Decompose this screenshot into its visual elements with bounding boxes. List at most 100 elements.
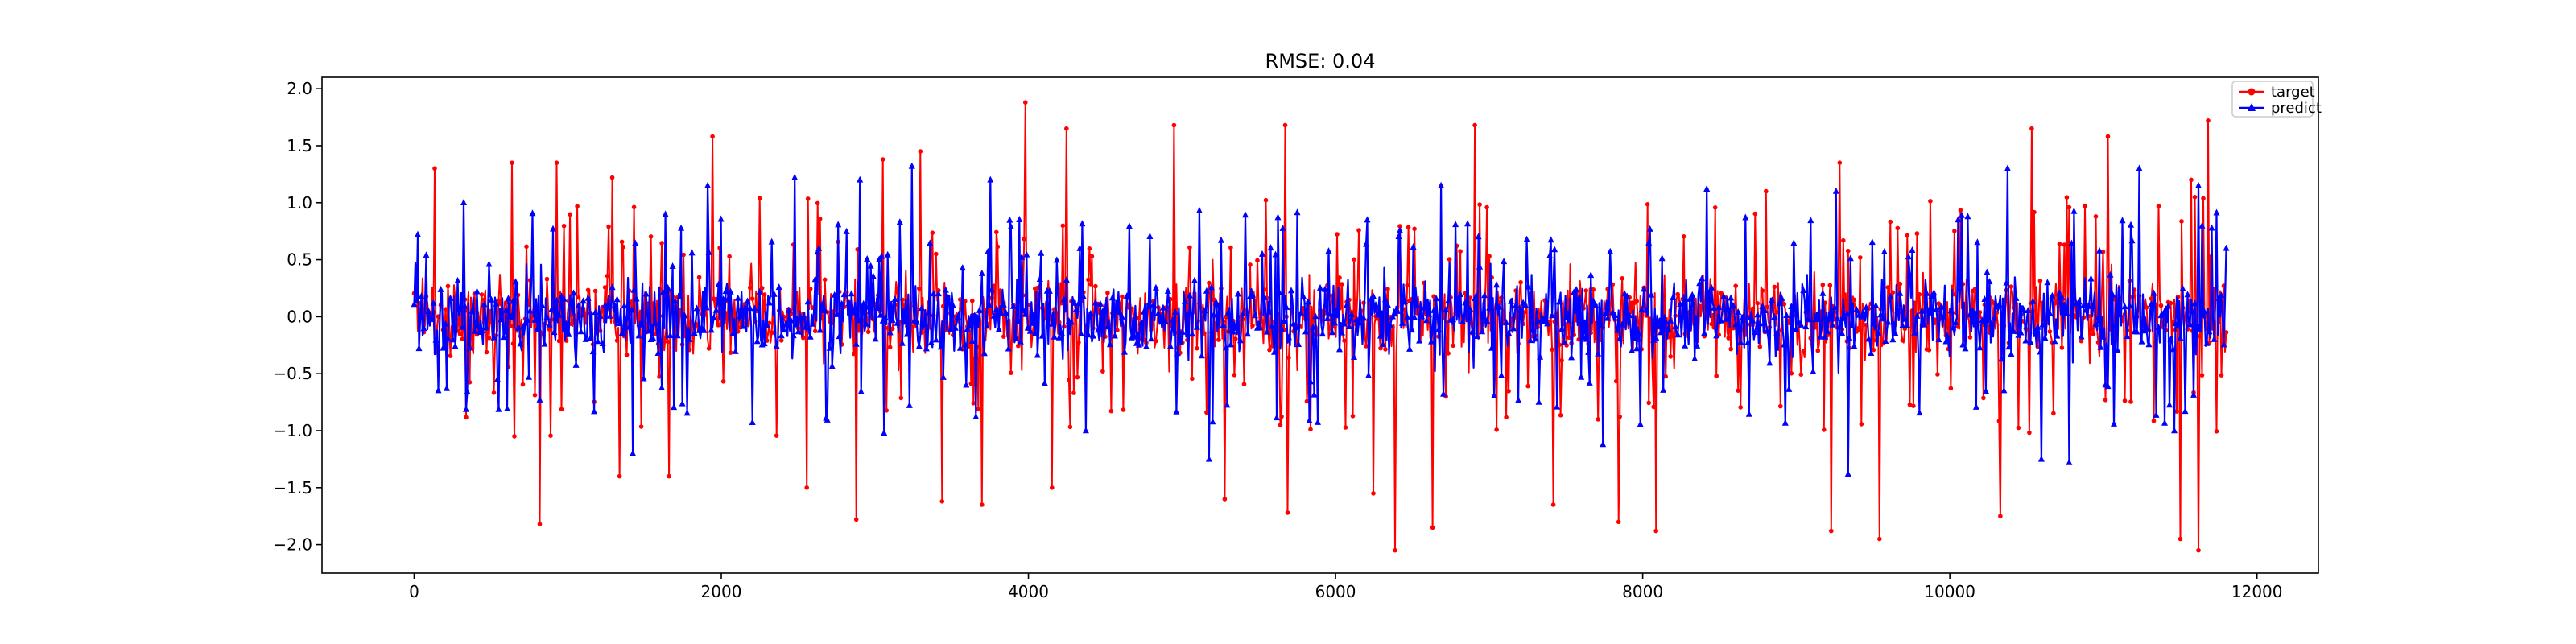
data-point-predict	[710, 314, 717, 321]
data-point-predict	[2004, 164, 2011, 171]
data-point-predict	[2211, 335, 2218, 342]
data-point-predict	[869, 272, 877, 279]
data-point-predict	[1682, 341, 1689, 349]
data-point-predict	[2008, 350, 2015, 357]
data-point-target	[995, 244, 1001, 250]
data-point-predict	[2184, 291, 2191, 298]
data-point-predict	[621, 302, 628, 309]
data-point-predict	[1547, 236, 1554, 243]
data-point-predict	[580, 297, 587, 304]
data-point-predict	[1278, 324, 1285, 332]
data-point-predict	[1341, 320, 1348, 327]
data-point-target	[1023, 100, 1028, 105]
data-point-predict	[490, 333, 497, 341]
data-point-predict	[1140, 308, 1147, 315]
data-point-target	[568, 321, 574, 327]
data-point-target	[1907, 402, 1913, 407]
data-point-predict	[891, 295, 898, 302]
data-point-predict	[761, 340, 768, 347]
data-point-predict	[1373, 301, 1379, 308]
data-point-predict	[954, 312, 961, 320]
data-point-predict	[2194, 321, 2201, 328]
data-point-predict	[1646, 225, 1653, 232]
data-point-predict	[1435, 325, 1443, 332]
data-point-predict	[1084, 331, 1092, 338]
data-point-predict	[1967, 310, 1974, 317]
data-point-target	[1620, 276, 1624, 281]
data-point-predict	[918, 304, 925, 312]
data-point-target	[1228, 245, 1233, 250]
data-point-predict	[553, 296, 560, 303]
data-point-target	[1327, 326, 1332, 331]
data-point-predict	[669, 262, 676, 269]
data-point-predict	[1464, 220, 1472, 227]
data-point-predict	[1897, 289, 1904, 296]
data-point-predict	[570, 289, 577, 296]
data-point-predict	[563, 320, 570, 327]
data-point-predict	[560, 295, 568, 302]
data-point-predict	[1880, 248, 1888, 254]
data-point-predict	[993, 305, 1000, 312]
data-point-target	[681, 252, 686, 258]
data-point-target	[1550, 347, 1554, 353]
data-point-predict	[795, 328, 802, 335]
chart-title: RMSE: 0.04	[1265, 50, 1376, 72]
data-point-predict	[1075, 299, 1082, 307]
data-point-predict	[2054, 332, 2061, 339]
data-point-predict	[1339, 328, 1345, 336]
data-point-target	[917, 286, 922, 291]
data-point-target	[853, 517, 859, 522]
data-point-predict	[2087, 275, 2095, 282]
data-point-predict	[1781, 341, 1788, 348]
data-point-predict	[1104, 323, 1111, 330]
data-point-predict	[1503, 318, 1510, 325]
data-point-predict	[1169, 316, 1176, 323]
data-point-predict	[2099, 332, 2107, 340]
data-point-predict	[792, 320, 799, 328]
data-point-target	[605, 273, 610, 279]
data-point-predict	[1046, 287, 1053, 294]
data-point-target	[2199, 373, 2205, 378]
data-point-target	[1087, 246, 1092, 251]
data-point-predict	[782, 319, 790, 326]
data-point-target	[544, 276, 550, 282]
data-point-predict	[471, 327, 478, 334]
data-point-target	[1337, 275, 1342, 280]
data-point-target	[1286, 355, 1291, 361]
data-point-predict	[2025, 307, 2032, 313]
data-point-target	[2095, 340, 2101, 345]
data-point-target	[1764, 188, 1769, 194]
data-point-predict	[949, 301, 956, 308]
data-point-predict	[835, 221, 842, 228]
data-point-predict	[1325, 247, 1332, 254]
data-point-predict	[857, 387, 865, 394]
data-point-predict	[2104, 382, 2112, 390]
data-point-predict	[2218, 291, 2225, 299]
data-point-target	[1195, 345, 1199, 351]
data-point-predict	[1740, 313, 1747, 320]
data-point-predict	[872, 335, 879, 342]
data-point-target	[1016, 343, 1021, 349]
data-point-predict	[1735, 308, 1742, 315]
data-point-target	[1714, 374, 1719, 378]
data-point-target	[747, 285, 753, 291]
data-point-predict	[1597, 321, 1604, 328]
data-point-predict	[616, 320, 623, 327]
data-point-predict	[691, 329, 698, 336]
data-point-target	[1121, 407, 1126, 412]
data-point-predict	[1227, 341, 1234, 348]
data-point-target	[980, 502, 985, 507]
legend-label-target: target	[2271, 84, 2315, 101]
data-point-target	[1675, 291, 1680, 297]
data-point-predict	[2133, 328, 2140, 335]
data-point-predict	[712, 306, 720, 313]
x-tick-label: 8000	[1622, 582, 1663, 601]
data-point-predict	[1984, 268, 1991, 275]
data-point-predict	[469, 308, 476, 314]
data-point-predict	[2195, 181, 2202, 188]
data-point-target	[467, 380, 473, 385]
data-point-predict	[1409, 326, 1416, 333]
data-point-target	[1663, 374, 1668, 379]
data-point-target	[1926, 348, 1932, 353]
data-point-predict	[1334, 312, 1340, 319]
